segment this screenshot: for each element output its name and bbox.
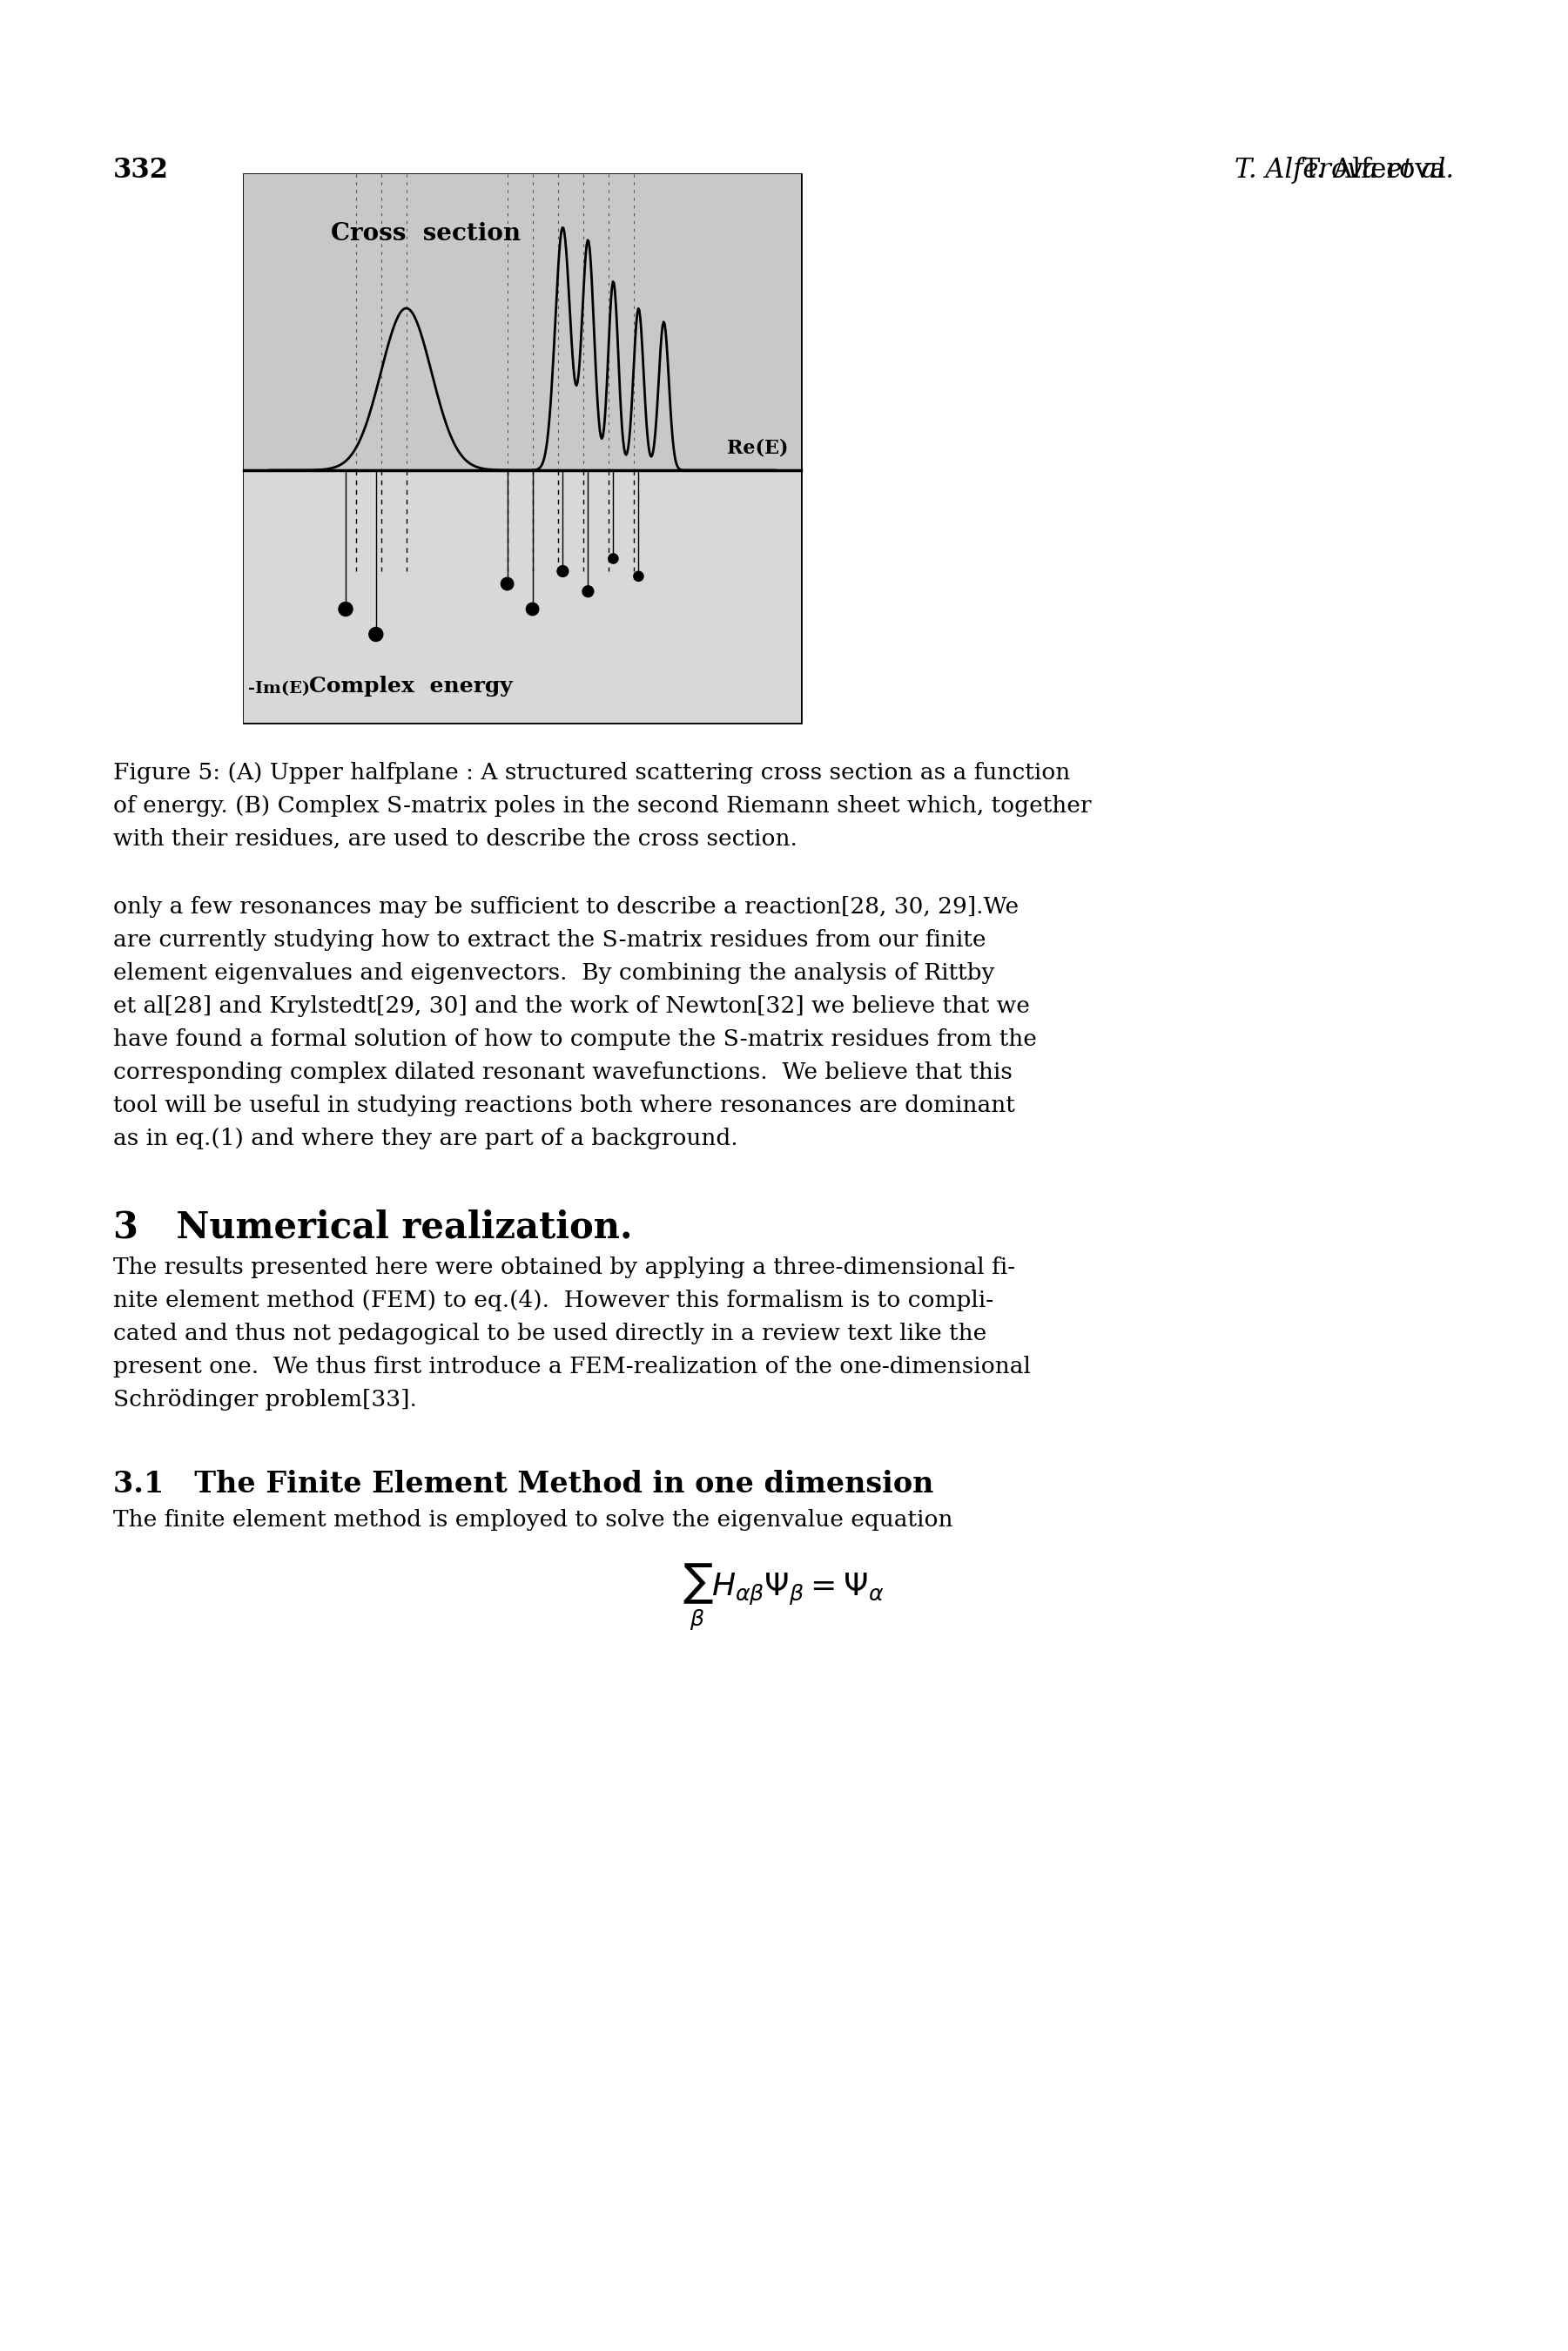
Text: with their residues, are used to describe the cross section.: with their residues, are used to describ… xyxy=(113,828,798,849)
Circle shape xyxy=(527,602,539,616)
Text: corresponding complex dilated resonant wavefunctions.  We believe that this: corresponding complex dilated resonant w… xyxy=(113,1060,1013,1084)
Circle shape xyxy=(608,555,618,564)
Text: have found a formal solution of how to compute the S-matrix residues from the: have found a formal solution of how to c… xyxy=(113,1027,1036,1051)
Text: nite element method (FEM) to eq.(4).  However this formalism is to compli-: nite element method (FEM) to eq.(4). How… xyxy=(113,1291,994,1312)
Text: as in eq.(1) and where they are part of a background.: as in eq.(1) and where they are part of … xyxy=(113,1128,739,1150)
Text: The finite element method is employed to solve the eigenvalue equation: The finite element method is employed to… xyxy=(113,1509,953,1531)
Text: T. Alferova: T. Alferova xyxy=(1301,158,1454,183)
Text: tool will be useful in studying reactions both where resonances are dominant: tool will be useful in studying reaction… xyxy=(113,1096,1014,1117)
FancyBboxPatch shape xyxy=(243,470,801,722)
Text: are currently studying how to extract the S-matrix residues from our finite: are currently studying how to extract th… xyxy=(113,929,986,950)
Text: element eigenvalues and eigenvectors.  By combining the analysis of Rittby: element eigenvalues and eigenvectors. By… xyxy=(113,962,994,985)
Text: 3.1   The Finite Element Method in one dimension: 3.1 The Finite Element Method in one dim… xyxy=(113,1469,933,1498)
Text: Schrödinger problem[33].: Schrödinger problem[33]. xyxy=(113,1389,417,1411)
Text: Cross  section: Cross section xyxy=(331,221,521,245)
Circle shape xyxy=(500,578,513,590)
FancyBboxPatch shape xyxy=(243,174,801,470)
Circle shape xyxy=(368,628,383,642)
Text: T. Alferova et al.: T. Alferova et al. xyxy=(1234,158,1454,183)
Circle shape xyxy=(557,567,568,576)
Text: 332: 332 xyxy=(113,158,169,183)
Circle shape xyxy=(339,602,353,616)
FancyBboxPatch shape xyxy=(243,174,801,722)
Text: $\sum_{\beta} H_{\alpha\beta} \Psi_{\beta} = \Psi_{\alpha}$: $\sum_{\beta} H_{\alpha\beta} \Psi_{\bet… xyxy=(684,1561,884,1632)
Text: et al[28] and Krylstedt[29, 30] and the work of Newton[32] we believe that we: et al[28] and Krylstedt[29, 30] and the … xyxy=(113,994,1030,1018)
Circle shape xyxy=(582,585,594,597)
Text: 3   Numerical realization.: 3 Numerical realization. xyxy=(113,1208,632,1246)
Text: -Im(E): -Im(E) xyxy=(248,682,310,696)
Circle shape xyxy=(633,571,643,581)
Text: cated and thus not pedagogical to be used directly in a review text like the: cated and thus not pedagogical to be use… xyxy=(113,1324,986,1345)
Text: Re(E): Re(E) xyxy=(726,437,787,456)
Text: Complex  energy: Complex energy xyxy=(309,675,513,696)
Text: of energy. (B) Complex S-matrix poles in the second Riemann sheet which, togethe: of energy. (B) Complex S-matrix poles in… xyxy=(113,795,1091,816)
Text: The results presented here were obtained by applying a three-dimensional fi-: The results presented here were obtained… xyxy=(113,1255,1014,1279)
Text: Figure 5: (A) Upper halfplane : A structured scattering cross section as a funct: Figure 5: (A) Upper halfplane : A struct… xyxy=(113,762,1071,783)
Text: only a few resonances may be sufficient to describe a reaction[28, 30, 29].We: only a few resonances may be sufficient … xyxy=(113,896,1019,917)
Text: present one.  We thus first introduce a FEM-realization of the one-dimensional: present one. We thus first introduce a F… xyxy=(113,1357,1030,1378)
